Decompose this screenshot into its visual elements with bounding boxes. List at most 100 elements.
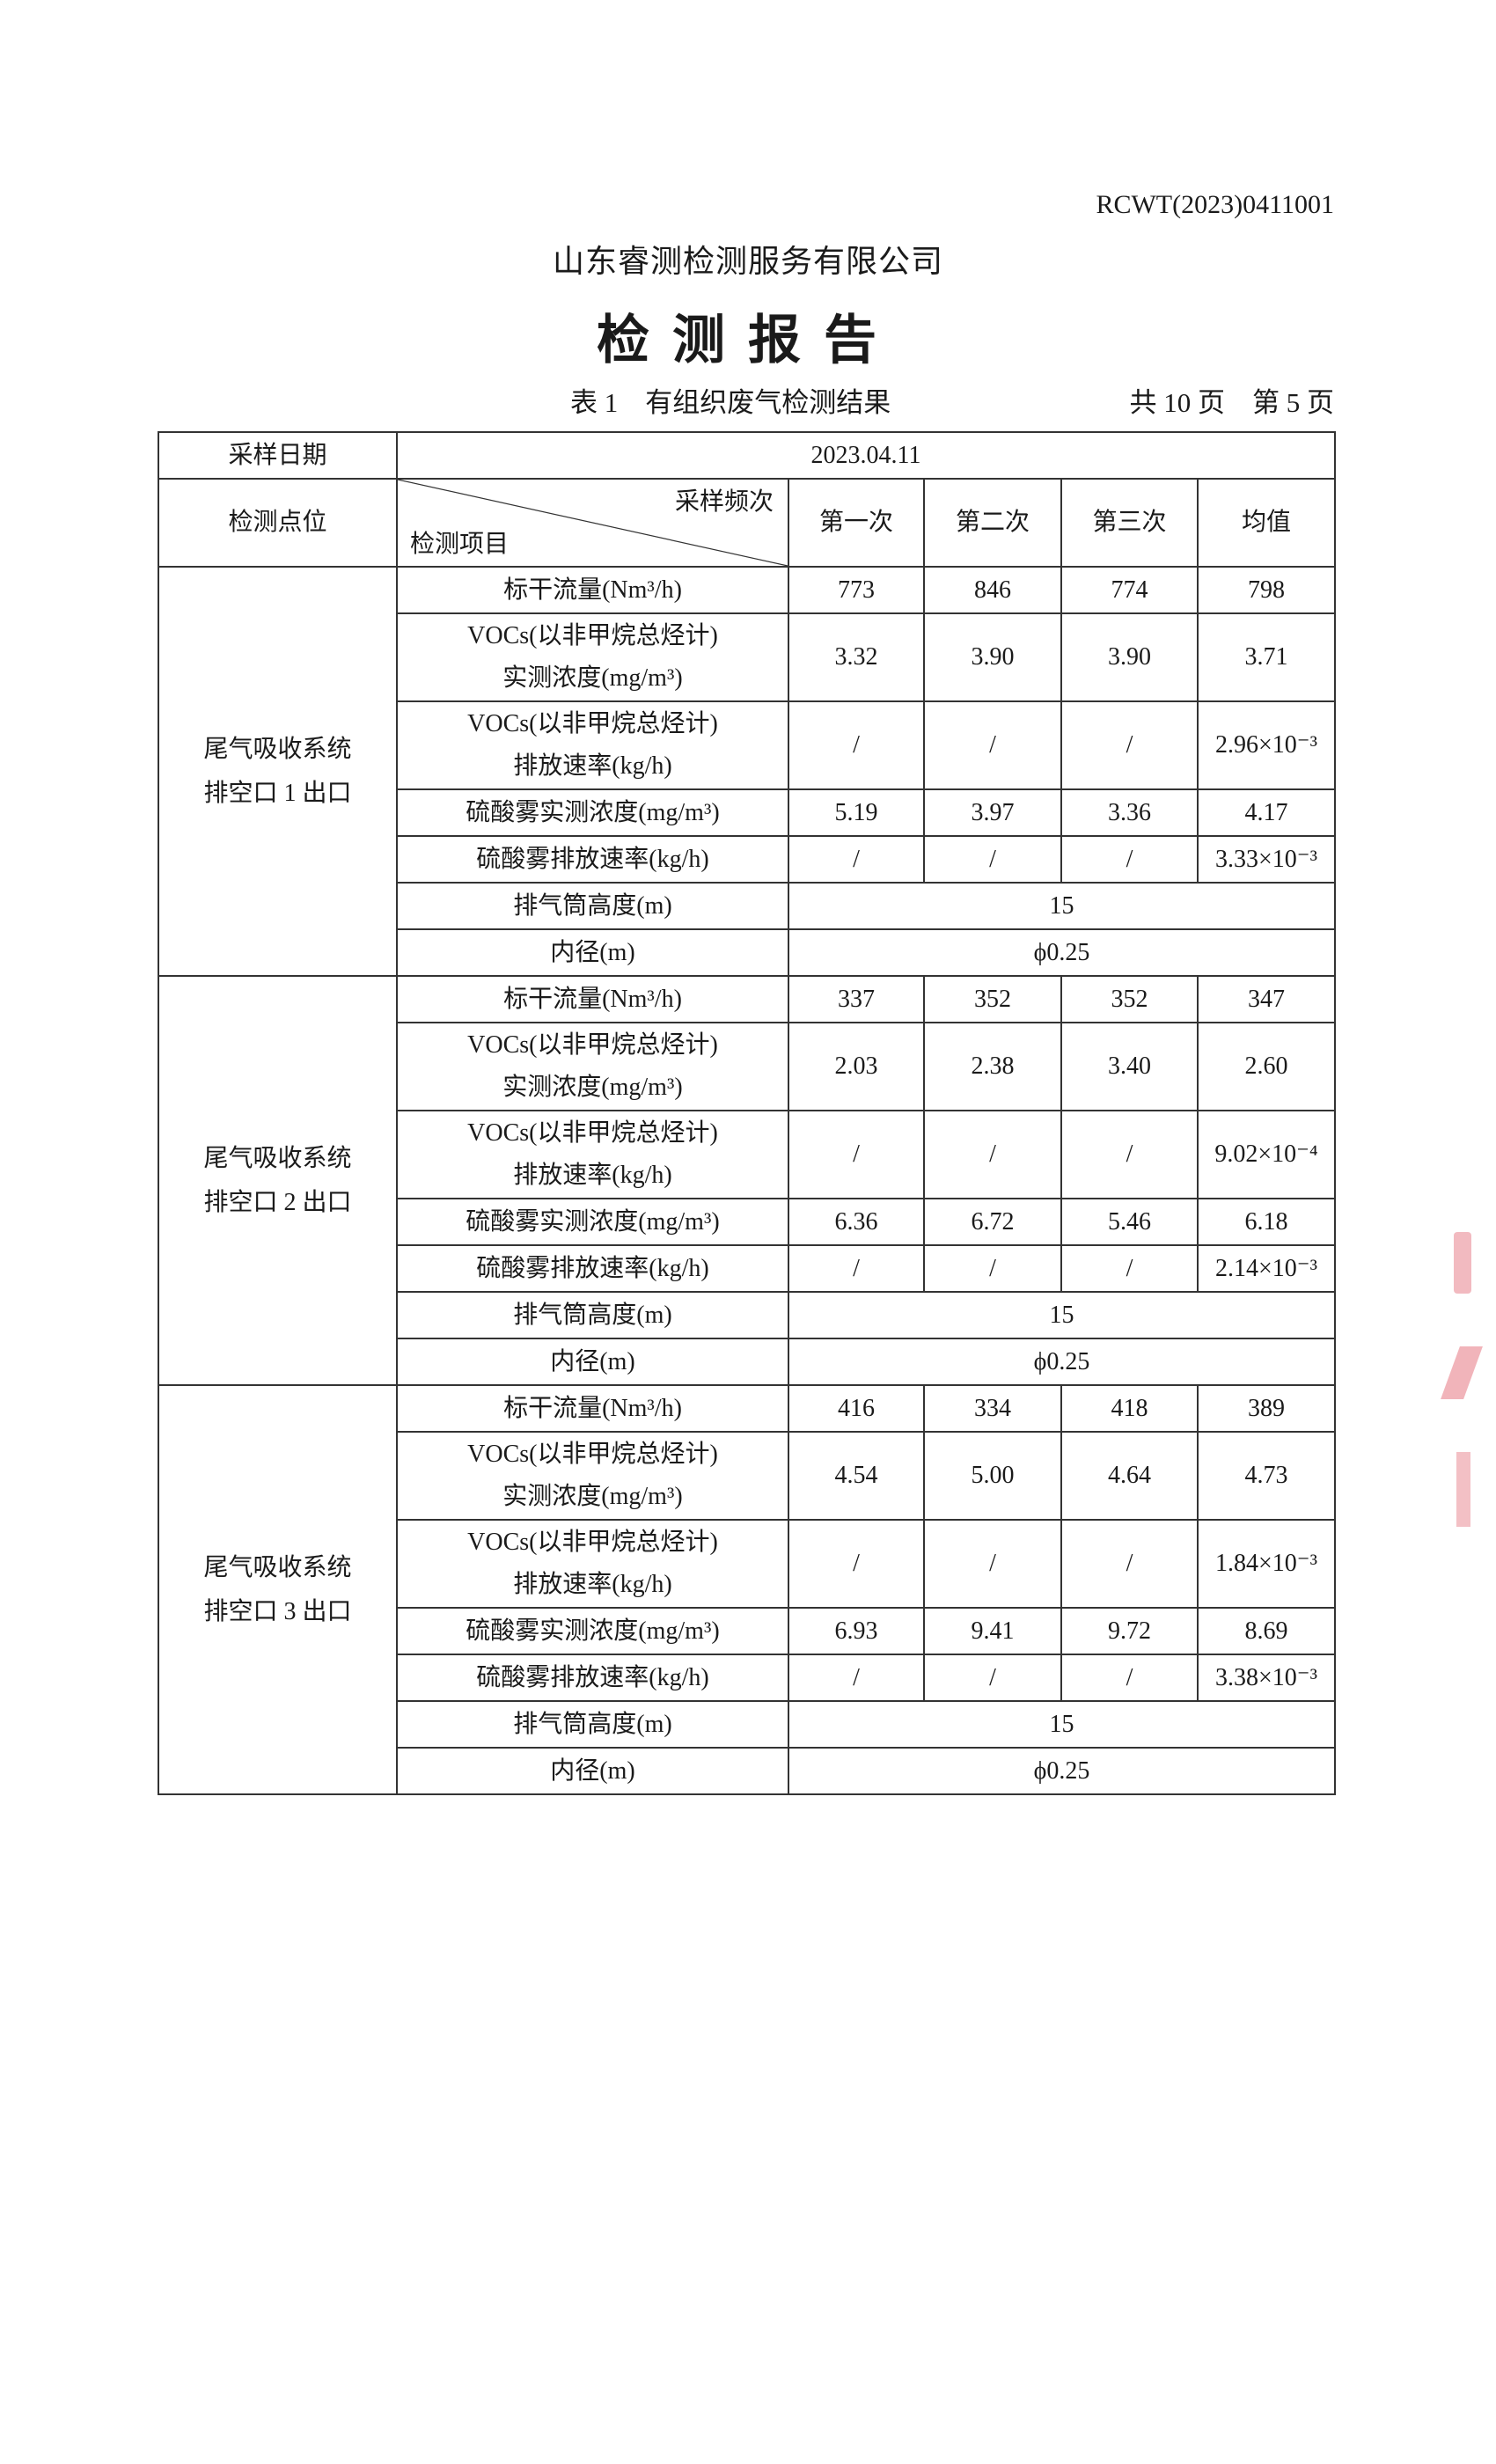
sample-value: 3.32 — [788, 612, 925, 702]
monitoring-point: 尾气吸收系统 排空口 2 出口 — [158, 975, 398, 1386]
company-name: 山东睿测检测服务有限公司 — [552, 244, 943, 279]
column-header: 第一次 — [788, 478, 925, 568]
mean-value: 4.17 — [1196, 788, 1337, 837]
sample-value: / — [923, 1654, 1062, 1702]
sample-value: / — [788, 835, 925, 884]
table-row: 尾气吸收系统 排空口 1 出口 标干流量(Nm³/h) 773 846 774 798 — [158, 566, 1337, 977]
point-line: 排空口 3 出口 — [203, 1597, 352, 1625]
table-row: 内径(m) ϕ0.25 — [158, 1747, 1337, 1795]
sample-value: 5.46 — [1060, 1198, 1199, 1246]
column-header: 第二次 — [923, 478, 1062, 568]
point-line: 尾气吸收系统 — [203, 1553, 352, 1581]
sample-value: 416 — [788, 1384, 925, 1433]
sample-value: / — [1060, 700, 1199, 790]
item-name: 内径(m) — [396, 1338, 789, 1386]
sample-value: / — [1060, 1110, 1199, 1199]
red-stamp-mark — [1441, 1346, 1483, 1399]
sample-value: 4.64 — [1060, 1431, 1199, 1521]
sample-value: / — [923, 1244, 1062, 1293]
table-row: VOCs(以非甲烷总烃计) 排放速率(kg/h) / //1.84×10⁻³ — [158, 1519, 1337, 1609]
merged-value: ϕ0.25 — [787, 1747, 1337, 1795]
table-row: 内径(m) ϕ0.25 — [158, 1338, 1337, 1386]
column-header: 第三次 — [1060, 478, 1199, 568]
sample-value: 418 — [1060, 1384, 1199, 1433]
item-line: 硫酸雾排放速率(kg/h) — [476, 845, 709, 873]
item-line: 实测浓度(mg/m³) — [502, 1074, 683, 1101]
point-line: 尾气吸收系统 — [203, 1144, 352, 1172]
table-caption: 表 1 有组织废气检测结果 — [570, 387, 891, 418]
red-stamp-mark — [1454, 1232, 1471, 1294]
sample-value: 352 — [923, 975, 1062, 1023]
sample-value: / — [788, 1110, 925, 1199]
sample-value: 3.90 — [923, 612, 1062, 702]
merged-value: 15 — [787, 1700, 1337, 1749]
sample-value: / — [1060, 835, 1199, 884]
item-line: 排放速率(kg/h) — [513, 1162, 672, 1189]
item-name: 标干流量(Nm³/h) — [396, 975, 789, 1023]
table-row: 硫酸雾排放速率(kg/h) / //2.14×10⁻³ — [158, 1244, 1337, 1293]
item-line: VOCs(以非甲烷总烃计) — [467, 1119, 718, 1147]
table-row: 排气筒高度(m) 15 — [158, 1291, 1337, 1339]
date-value: 2023.04.11 — [395, 431, 1337, 480]
merged-value: ϕ0.25 — [787, 1338, 1337, 1386]
sample-value: 846 — [923, 566, 1062, 614]
sample-value: 6.72 — [923, 1198, 1062, 1246]
results-table: 采样日期 2023.04.11 检测点位 采样频次 检测项目 第一次 第二次 第… — [158, 431, 1337, 1795]
sample-value: 6.36 — [788, 1198, 925, 1246]
table-row: VOCs(以非甲烷总烃计) 实测浓度(mg/m³) 4.54 5.00 4.64 4.73 — [158, 1431, 1337, 1521]
item-name: 硫酸雾实测浓度(mg/m³) — [396, 1607, 789, 1655]
sample-value: / — [788, 1519, 925, 1609]
table-row: VOCs(以非甲烷总烃计) 排放速率(kg/h) / //9.02×10⁻⁴ — [158, 1110, 1337, 1199]
item-name: 排气筒高度(m) — [396, 1700, 789, 1749]
table-row: VOCs(以非甲烷总烃计) 排放速率(kg/h) / //2.96×10⁻³ — [158, 700, 1337, 790]
sample-value: 9.72 — [1060, 1607, 1199, 1655]
sample-value: / — [1060, 1654, 1199, 1702]
sample-value: 337 — [788, 975, 925, 1023]
table-row: 排气筒高度(m) 15 — [158, 882, 1337, 930]
item-line: 硫酸雾实测浓度(mg/m³) — [466, 798, 720, 826]
sample-value: / — [1060, 1519, 1199, 1609]
report-title: 检测报告 — [597, 310, 899, 371]
point-line: 排空口 1 出口 — [203, 779, 352, 807]
item-line: VOCs(以非甲烷总烃计) — [467, 710, 718, 737]
sample-value: 3.90 — [1060, 612, 1199, 702]
sample-value: / — [788, 700, 925, 790]
item-name: 硫酸雾排放速率(kg/h) — [396, 1654, 789, 1702]
table-row: 硫酸雾实测浓度(mg/m³) 6.93 9.41 9.72 8.69 — [158, 1607, 1337, 1655]
sample-value: 5.00 — [923, 1431, 1062, 1521]
item-line: 实测浓度(mg/m³) — [502, 1483, 683, 1510]
item-line: VOCs(以非甲烷总烃计) — [467, 1529, 718, 1556]
item-line: 硫酸雾排放速率(kg/h) — [476, 1663, 709, 1691]
item-name: 内径(m) — [396, 928, 789, 977]
sample-value: / — [923, 1519, 1062, 1609]
item-line: 标干流量(Nm³/h) — [503, 576, 682, 604]
item-name: 内径(m) — [396, 1747, 789, 1795]
sample-value: 4.54 — [788, 1431, 925, 1521]
table-row: VOCs(以非甲烷总烃计) 实测浓度(mg/m³) 2.03 2.38 3.40 2.60 — [158, 1022, 1337, 1111]
mean-value: 3.71 — [1196, 612, 1337, 702]
item-name: 标干流量(Nm³/h) — [396, 566, 789, 614]
column-header: 均值 — [1196, 478, 1337, 568]
item-line: 内径(m) — [550, 1756, 635, 1785]
item-name: VOCs(以非甲烷总烃计) 实测浓度(mg/m³) — [396, 1431, 789, 1521]
sample-value: / — [923, 700, 1062, 790]
sample-value: / — [788, 1244, 925, 1293]
table-row: 硫酸雾实测浓度(mg/m³) 6.36 6.72 5.46 6.18 — [158, 1198, 1337, 1246]
item-name: VOCs(以非甲烷总烃计) 实测浓度(mg/m³) — [396, 612, 789, 702]
item-line: 内径(m) — [550, 938, 635, 966]
mean-value: 2.60 — [1196, 1022, 1337, 1111]
item-name: 硫酸雾排放速率(kg/h) — [396, 1244, 789, 1293]
sample-value: / — [788, 1654, 925, 1702]
sample-value: / — [1060, 1244, 1199, 1293]
mean-value: 798 — [1196, 566, 1337, 614]
sample-value: 3.40 — [1060, 1022, 1199, 1111]
item-line: VOCs(以非甲烷总烃计) — [467, 1031, 718, 1059]
sample-value: / — [923, 835, 1062, 884]
table-row: 尾气吸收系统 排空口 3 出口 标干流量(Nm³/h) 416 334 418 389 — [158, 1384, 1337, 1795]
mean-value: 347 — [1196, 975, 1337, 1023]
sample-value: 352 — [1060, 975, 1199, 1023]
sample-value: 3.97 — [923, 788, 1062, 837]
item-line: 排放速率(kg/h) — [513, 1571, 672, 1598]
sample-value: 774 — [1060, 566, 1199, 614]
item-line: VOCs(以非甲烷总烃计) — [467, 622, 718, 649]
